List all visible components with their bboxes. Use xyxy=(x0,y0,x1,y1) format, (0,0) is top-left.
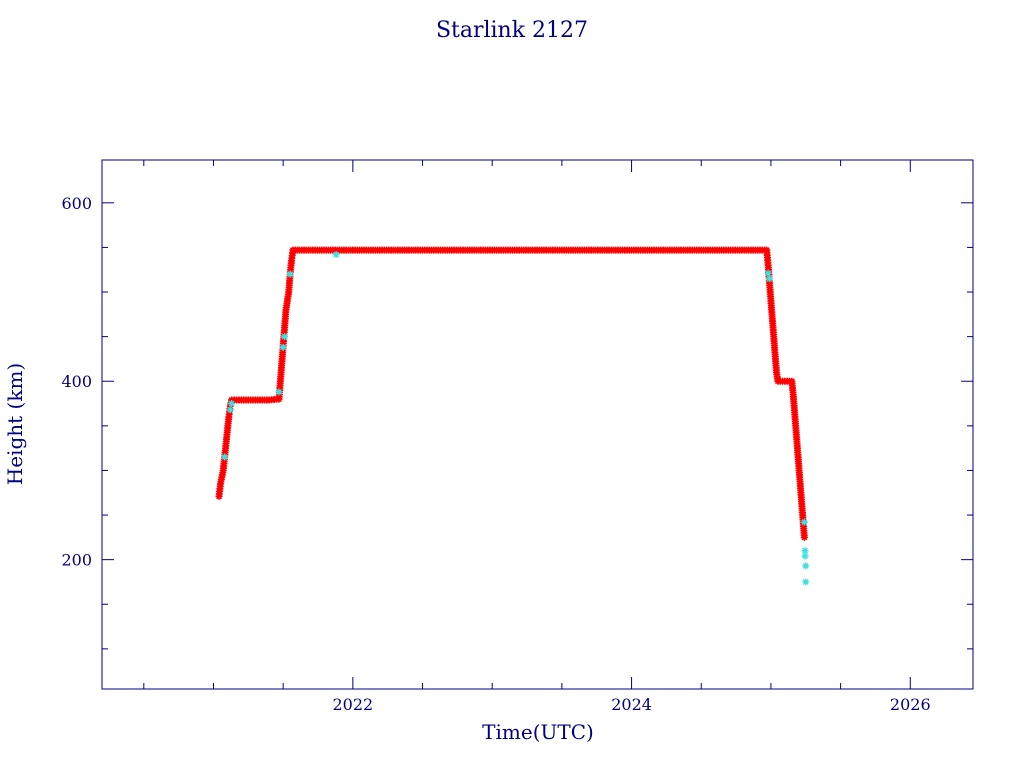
data-point xyxy=(802,578,810,586)
x-tick-label: 2022 xyxy=(332,695,373,714)
y-tick-label: 200 xyxy=(61,551,92,570)
data-point xyxy=(800,533,808,541)
data-point xyxy=(275,388,283,396)
height-trace-line xyxy=(218,249,805,538)
axes: 2022 2024 2026 200 400 600 xyxy=(61,159,974,714)
data-point xyxy=(221,453,229,461)
data-point xyxy=(801,552,809,560)
data-point xyxy=(764,269,772,277)
y-axis-label: Height (km) xyxy=(3,363,27,485)
plot-frame xyxy=(101,159,974,690)
data-point xyxy=(802,562,810,570)
series-1 xyxy=(221,251,810,586)
y-tick-label: 600 xyxy=(61,194,92,213)
x-tick-label: 2024 xyxy=(611,695,652,714)
series-0 xyxy=(215,246,808,541)
data-point xyxy=(286,270,294,278)
plot-area xyxy=(215,246,810,586)
data-point xyxy=(800,518,808,526)
chart-title: Starlink 2127 xyxy=(436,18,588,43)
x-tick-label: 2026 xyxy=(890,695,931,714)
data-point xyxy=(226,406,234,414)
data-point xyxy=(801,547,809,555)
x-axis-label: Time(UTC) xyxy=(482,720,594,744)
data-point xyxy=(281,333,289,341)
data-point xyxy=(279,343,287,351)
data-point xyxy=(332,251,340,259)
y-tick-label: 400 xyxy=(61,372,92,391)
data-point xyxy=(228,400,236,408)
data-point xyxy=(766,275,774,283)
